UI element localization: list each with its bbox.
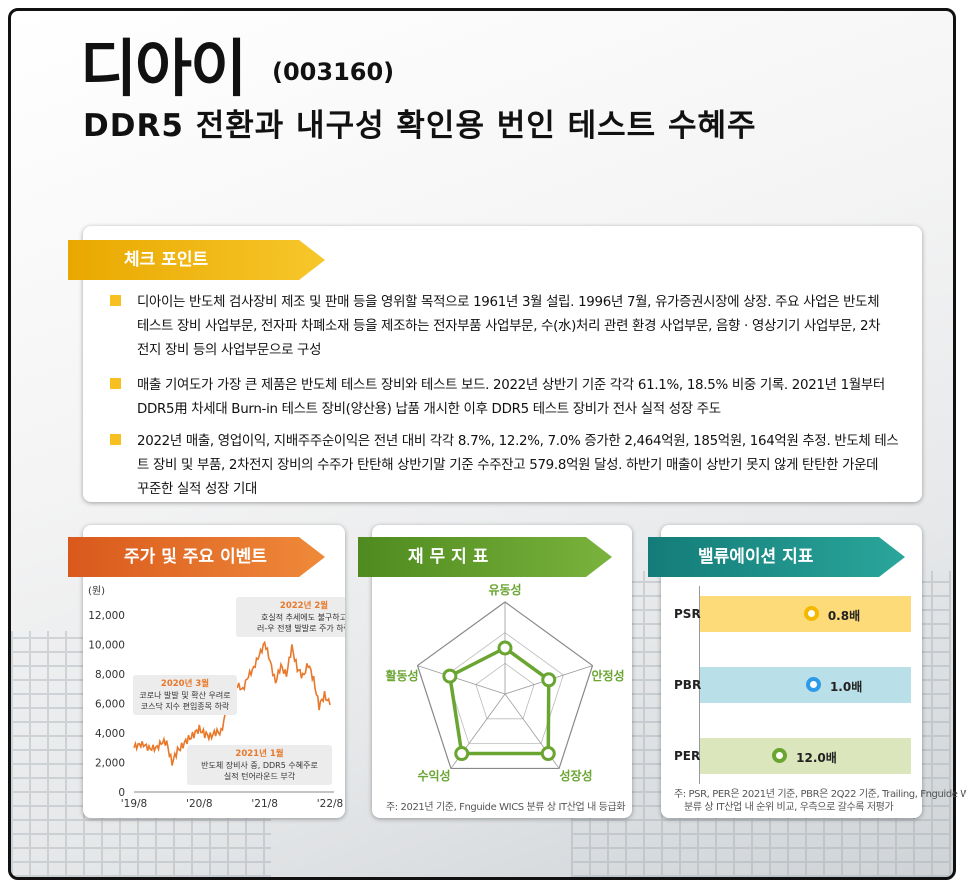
company-name: 디아이 [80,32,247,105]
radar-point [454,746,470,762]
annotation-text: 러-우 전쟁 발발로 주가 하락 [257,623,345,633]
y-tick-label: 12,000 [88,610,125,622]
financial-tab: 재 무 지 표 [358,537,612,577]
checkpoint-text-line: 꾸준한 실적 성장 기대 [137,482,258,497]
valuation-dot [805,677,821,692]
valuation-bar-per [700,738,911,774]
radar-point [541,672,557,688]
valuation-tab: 밸류에이션 지표 [648,537,905,577]
annotation-box [236,597,345,637]
valuation-label: PER [674,749,701,763]
checkpoint-text-line: 2022년 매출, 영업이익, 지배주주순이익은 전년 대비 각각 8.7%, … [137,434,899,449]
checkpoint-text-line: 테스트 장비 사업부문, 전자파 차폐소재 등을 제조하는 전자부품 사업부문,… [137,319,881,334]
annotation-text: 호실적 추세에도 불구하고 [261,612,345,622]
radar-series [447,645,551,756]
x-tick-label: '22/8 [317,798,343,810]
bullet-marker [110,378,121,389]
y-tick-label: 0 [118,787,125,799]
annotation-date: 2020년 3월 [161,678,209,689]
x-tick-label: '21/8 [251,798,277,810]
radar-point [497,640,513,656]
annotation-text: 반도체 장비사 중, DDR5 수혜주로 [201,760,318,770]
valuation-note-2: 분류 상 IT산업 내 순위 비교, 우측으로 갈수록 저평가 [684,802,894,813]
annotation-date: 2021년 1월 [235,748,283,759]
radar-point [540,746,556,762]
valuation-dot [772,748,788,763]
annotation-box [133,675,237,715]
radar-grid-ring [416,601,594,770]
bullet-marker [110,434,121,445]
annotation-text: 코스닥 지수 편입종목 하락 [141,701,230,711]
checkpoint-text-line: 전지 장비 등의 사업부문으로 구성 [137,343,322,358]
valuation-value: 1.0배 [829,680,863,694]
valuation-value: 0.8배 [827,609,861,623]
y-axis-unit: (원) [88,585,105,597]
checkpoint-tab: 체크 포인트 [68,240,325,280]
annotation-box [187,745,332,785]
stock-price-chart: (원) 12,000 10,000 8,000 6,000 4,000 2,000 0'19/… [88,585,345,810]
radar-axis-label: 성장성 [559,769,592,783]
valuation-note-1: 주: PSR, PER은 2021년 기준, PBR은 2Q22 기준, Tra… [674,789,966,800]
radar-note: 주: 2021년 기준, Fnguide WICS 분류 상 IT산업 내 등급… [386,802,626,813]
checkpoint-text-line: 디아이는 반도체 검사장비 제조 및 판매 등을 영위할 목적으로 1961년 … [137,295,880,310]
valuation-bar-pbr [700,667,911,703]
checkpoint-text-line: 트 장비 및 부품, 2차전지 장비의 수주가 탄탄해 상반기말 기준 수주잔고… [137,458,879,473]
stock-code: (003160) [272,58,395,86]
valuation-label: PSR [674,607,701,621]
stock-tab: 주가 및 주요 이벤트 [68,537,325,577]
valuation-value: 12.0배 [796,751,837,765]
radar-point [442,668,458,684]
x-tick-label: '19/8 [121,798,147,810]
radar-axis-label: 수익성 [417,769,450,783]
radar-axis-label: 안정성 [591,668,624,683]
annotation-text: 코로나 발발 및 확산 우려로 [139,690,230,700]
radar-axis-label: 유동성 [488,583,521,597]
y-tick-label: 2,000 [95,758,125,770]
annotation-date: 2022년 2월 [280,600,328,611]
valuation-dot [803,606,819,621]
y-tick-label: 10,000 [88,640,125,652]
annotation-text: 실적 턴어라운드 부각 [224,771,296,781]
valuation-label: PBR [674,678,702,692]
radar-grid-ring [475,662,535,720]
checkpoint-text-line: DDR5用 차세대 Burn-in 테스트 장비(양산용) 납품 개시한 이후 … [137,402,721,417]
y-tick-label: 6,000 [95,699,125,711]
headline: DDR5 전환과 내구성 확인용 번인 테스트 수혜주 [83,108,757,144]
valuation-axis [699,586,700,784]
radar-spoke [417,665,506,695]
radar-grid-ring [446,632,564,745]
checkpoint-text-line: 매출 기여도가 가장 큰 제품은 반도체 테스트 장비와 테스트 보드. 202… [137,378,885,393]
radar-axis-label: 활동성 [385,668,418,683]
bullet-marker [110,295,121,306]
y-tick-label: 4,000 [95,728,125,740]
y-tick-label: 8,000 [95,669,125,681]
x-tick-label: '20/8 [186,798,212,810]
